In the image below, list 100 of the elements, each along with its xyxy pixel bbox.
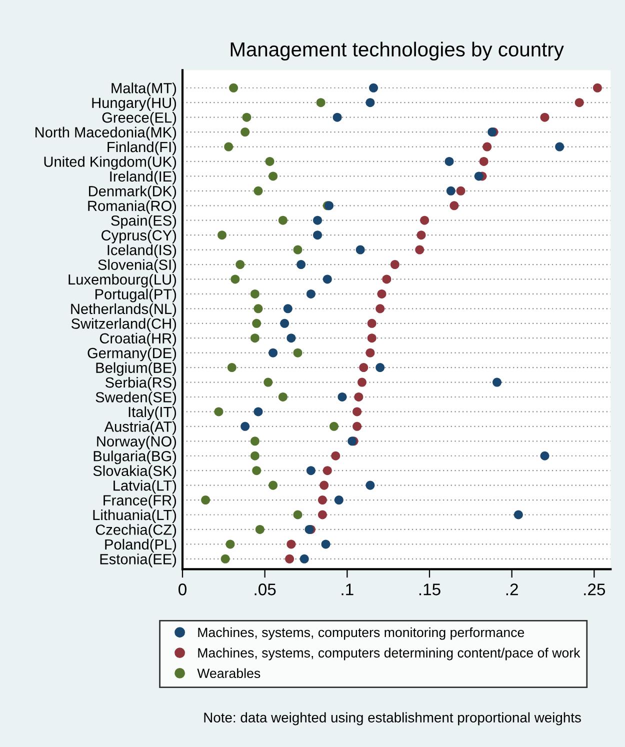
point — [318, 510, 327, 520]
point — [322, 274, 332, 284]
y-tick-label: Spain(ES) — [111, 215, 176, 229]
y-tick-label: North Macedonia(MK) — [36, 126, 176, 140]
point — [236, 260, 245, 270]
y-tick-label: Slovenia(SI) — [98, 259, 176, 273]
point — [230, 274, 240, 284]
y-tick-label: Slovakia(SK) — [93, 465, 176, 479]
point — [416, 230, 426, 240]
legend-label: Machines, systems, computers determining content/pace of work — [198, 648, 580, 660]
y-tick-label: Hungary(HU) — [92, 97, 176, 111]
point — [329, 422, 338, 431]
point — [201, 496, 210, 505]
point — [265, 156, 274, 166]
point — [316, 98, 326, 108]
y-tick-label: Norway(NO) — [97, 436, 176, 450]
point — [420, 216, 430, 225]
point — [268, 172, 278, 181]
point — [376, 363, 385, 372]
point — [555, 142, 564, 152]
point — [293, 510, 302, 520]
point — [352, 407, 362, 416]
point — [218, 230, 227, 240]
y-tick-label: Sweden(SE) — [96, 392, 176, 406]
point — [255, 524, 264, 534]
y-tick-label: Latvia(LT) — [114, 480, 176, 494]
point — [540, 112, 550, 122]
point — [293, 245, 302, 254]
point — [254, 186, 263, 196]
point — [359, 363, 368, 372]
point — [592, 83, 602, 92]
point — [250, 451, 260, 460]
point — [240, 422, 250, 431]
point — [220, 554, 230, 564]
point — [286, 334, 296, 343]
y-tick-label: Iceland(IS) — [108, 244, 176, 258]
point — [382, 274, 392, 284]
y-tick-label: Bulgaria(BG) — [94, 450, 176, 464]
point — [252, 466, 262, 476]
point — [474, 172, 484, 181]
point — [367, 334, 376, 343]
point — [332, 112, 342, 122]
point — [252, 318, 262, 328]
point — [313, 230, 322, 240]
x-tick-label: .25 — [584, 584, 606, 596]
y-tick-label: Poland(PL) — [105, 538, 176, 552]
y-tick-label: Germany(DE) — [88, 348, 176, 362]
text: Note: data weighted using establishment proportional weights — [204, 712, 581, 726]
point — [366, 98, 375, 108]
point — [224, 142, 234, 152]
point — [479, 156, 488, 166]
point — [320, 480, 329, 490]
point — [242, 112, 252, 122]
y-tick-label: Luxembourg(LU) — [68, 274, 176, 288]
y-tick-label: Denmark(DK) — [89, 186, 176, 200]
x-tick-label: 0 — [178, 584, 186, 596]
chart-title: Management technologies by country — [230, 42, 564, 61]
point — [376, 304, 385, 314]
point — [356, 245, 365, 254]
y-tick-label: Estonia(EE) — [100, 554, 176, 568]
y-tick-label: Belgium(BE) — [96, 362, 176, 376]
point — [492, 378, 502, 387]
point — [285, 554, 294, 564]
y-tick-label: Switzerland(CH) — [71, 318, 176, 332]
point — [540, 451, 550, 460]
point — [354, 392, 364, 402]
point — [286, 540, 296, 549]
point — [450, 201, 459, 210]
point — [293, 348, 302, 358]
y-tick-label: Serbia(RS) — [105, 376, 176, 391]
point — [250, 289, 260, 298]
legend-label: Wearables — [197, 668, 260, 678]
point — [254, 407, 263, 416]
point — [229, 83, 238, 92]
point — [250, 436, 260, 446]
point — [482, 142, 492, 152]
point — [278, 392, 288, 402]
point — [322, 466, 332, 476]
point — [268, 480, 278, 490]
y-tick-label: Cyprus(CY) — [102, 230, 176, 244]
y-tick-label: Portugal(PT) — [95, 288, 176, 302]
point — [514, 510, 523, 520]
point — [268, 348, 278, 358]
point — [283, 304, 292, 314]
point — [226, 540, 235, 549]
point — [306, 289, 316, 298]
x-tick-label: .1 — [342, 584, 354, 596]
point — [280, 318, 290, 328]
x-tick-label: .05 — [254, 584, 276, 596]
point — [250, 334, 260, 343]
point — [574, 98, 584, 108]
point — [366, 480, 375, 490]
point — [278, 216, 288, 225]
y-tick-label: Malta(MT) — [112, 82, 176, 96]
point — [313, 216, 322, 225]
y-tick-label: United Kingdom(UK) — [44, 156, 176, 170]
point — [334, 496, 344, 505]
point — [390, 260, 400, 270]
point — [300, 554, 309, 564]
y-tick-label: France(FR) — [104, 494, 176, 508]
